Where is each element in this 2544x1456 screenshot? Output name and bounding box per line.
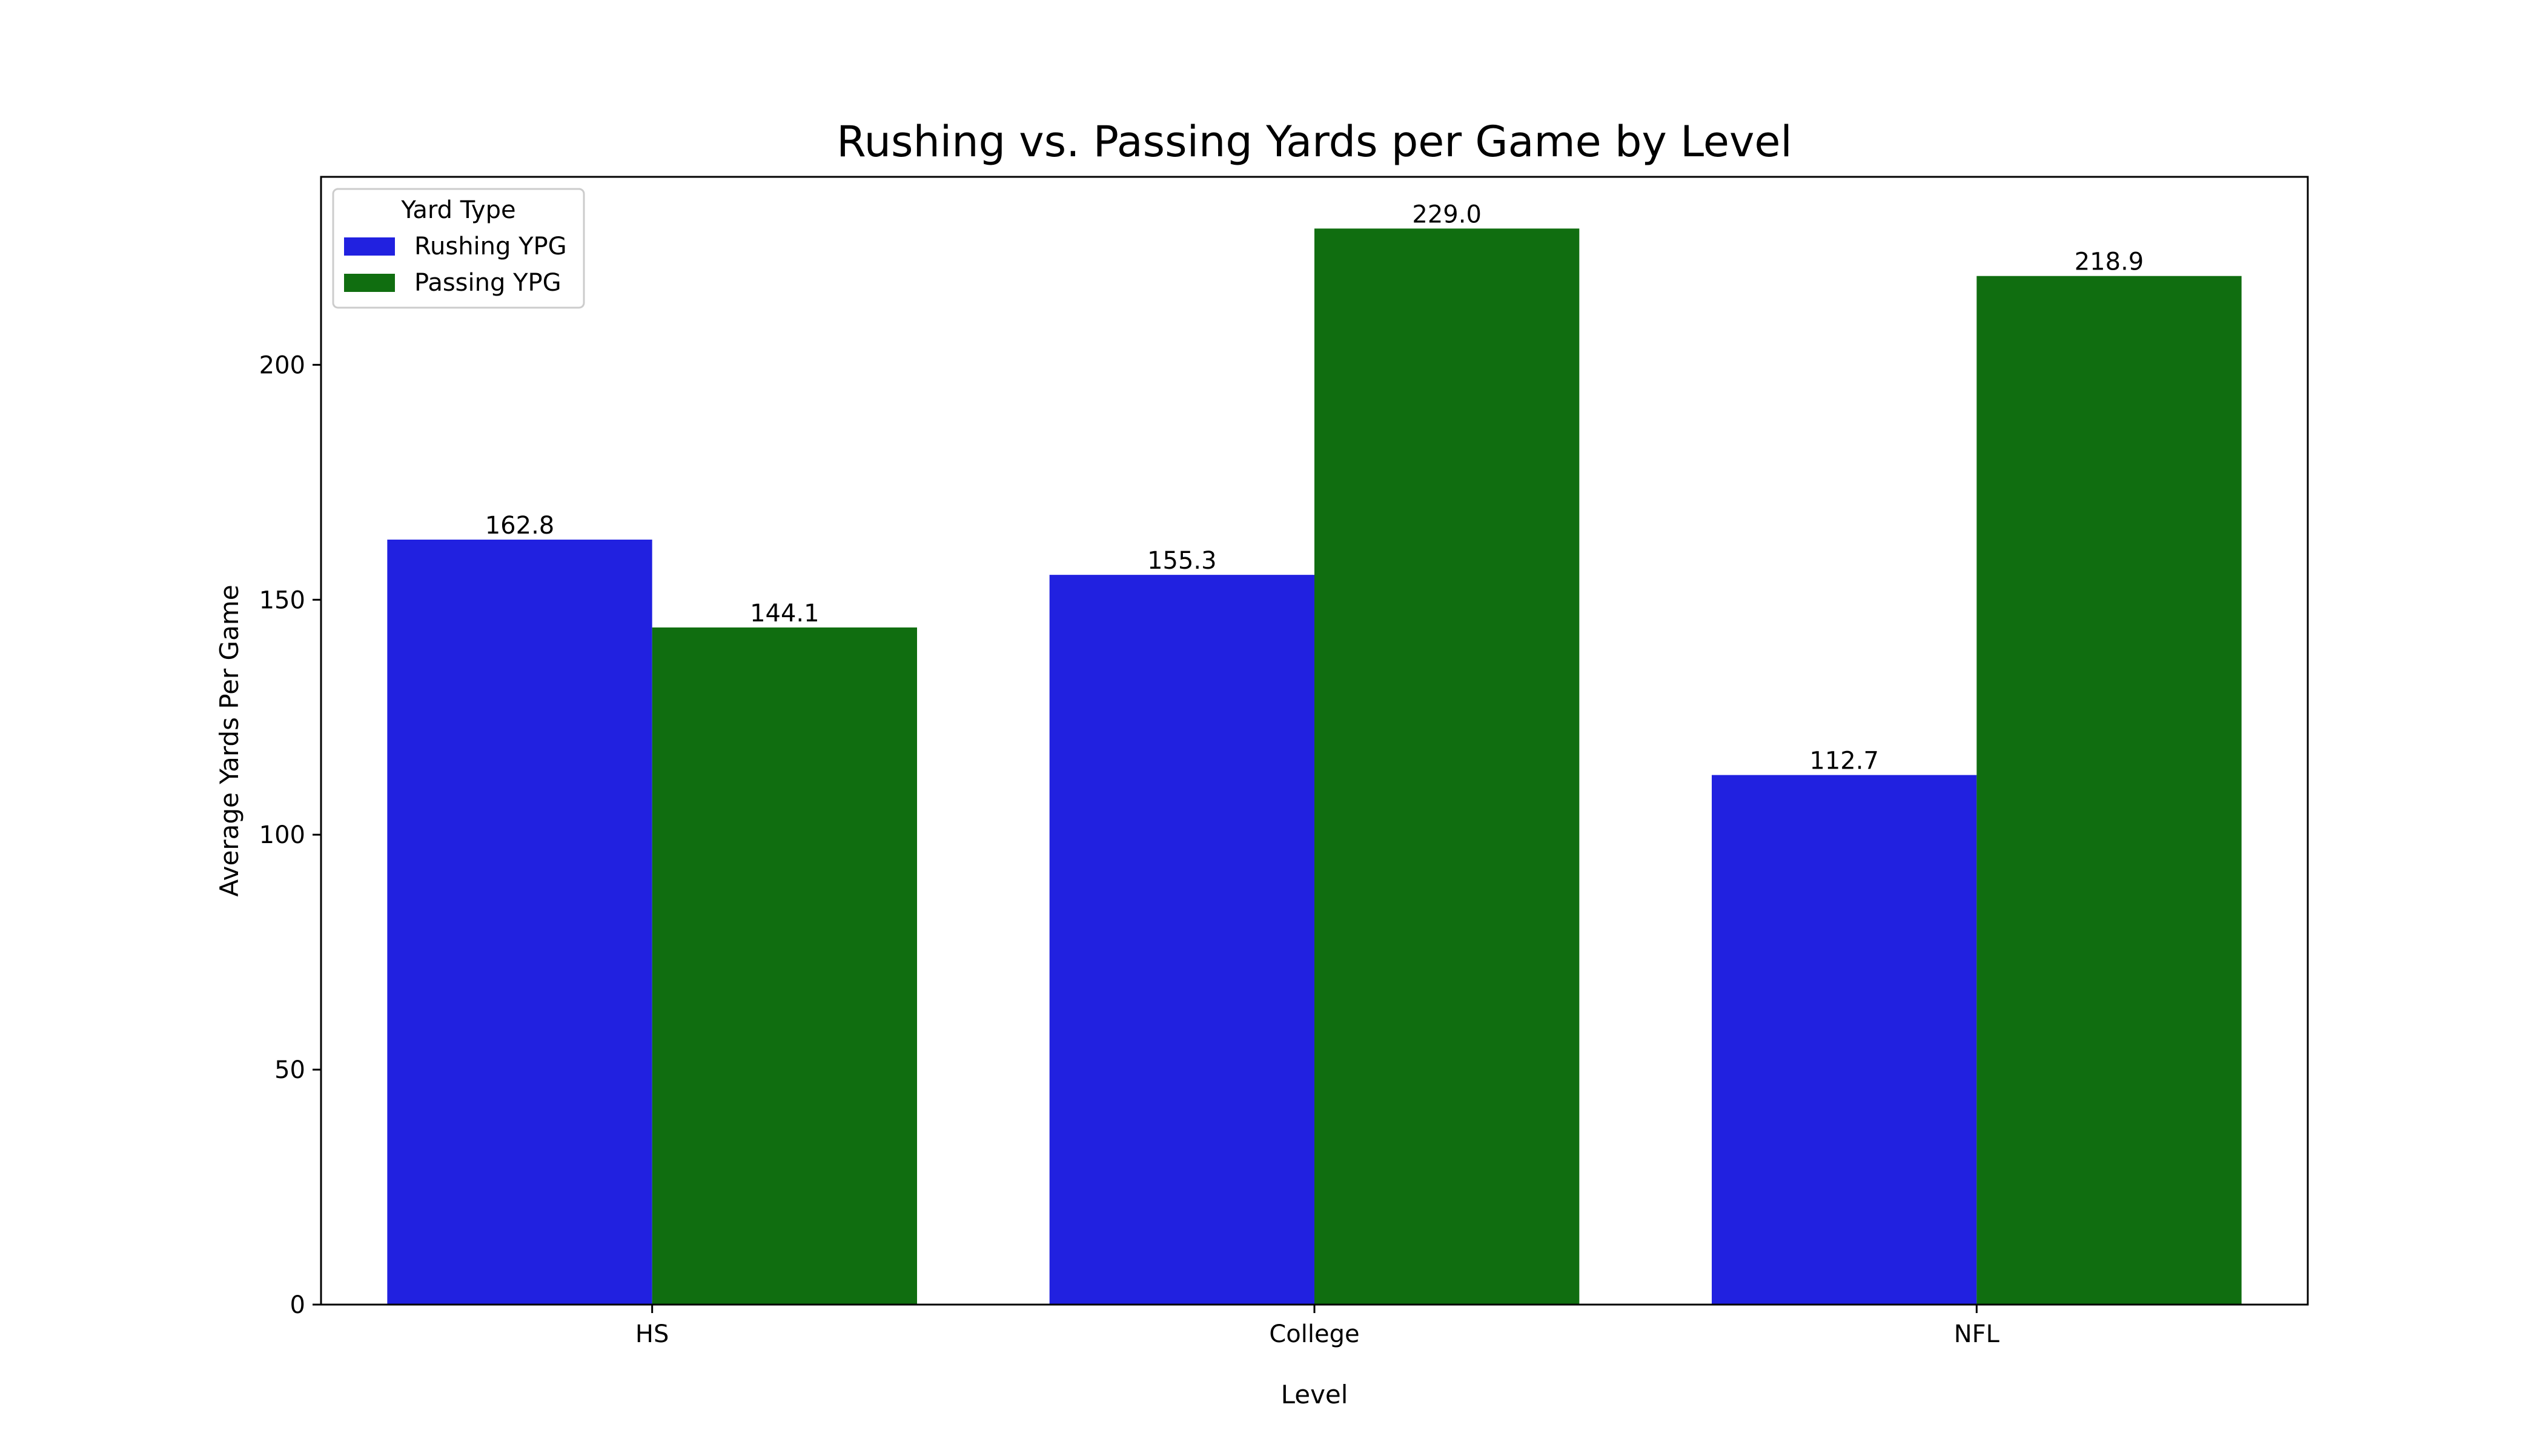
x-tick-label: HS — [635, 1320, 669, 1348]
bar-value-label: 144.1 — [750, 600, 820, 627]
legend-label-passing: Passing YPG — [414, 269, 561, 297]
bar-college-rushing — [1049, 575, 1314, 1305]
x-axis-label: Level — [1281, 1380, 1348, 1409]
y-tick-label: 50 — [274, 1056, 305, 1084]
y-tick-label: 100 — [259, 821, 305, 849]
y-tick-label: 200 — [259, 351, 305, 379]
bar-college-passing — [1314, 228, 1580, 1305]
y-tick-label: 150 — [259, 586, 305, 614]
y-axis-label: Average Yards Per Game — [214, 584, 244, 896]
y-tick-label: 0 — [290, 1291, 305, 1319]
legend: Yard Type Rushing YPG Passing YPG — [332, 188, 585, 309]
y-axis: 0 50 100 150 200 — [259, 351, 321, 1319]
bar-nfl-passing — [1976, 276, 2242, 1305]
bar-hs-rushing — [387, 539, 652, 1305]
bar-value-label: 218.9 — [2075, 248, 2144, 276]
plot-area-frame — [320, 176, 2309, 1306]
bar-labels-layer: 162.8 144.1 155.3 229.0 112.7 218.9 — [485, 200, 2144, 775]
legend-frame — [332, 188, 585, 309]
bar-value-label: 229.0 — [1412, 200, 1482, 228]
legend-swatch-rushing — [344, 237, 395, 256]
chart-title: Rushing vs. Passing Yards per Game by Le… — [836, 117, 1792, 167]
x-axis: HS College NFL — [635, 1305, 2000, 1348]
x-tick-label: College — [1269, 1320, 1359, 1348]
legend-label-rushing: Rushing YPG — [414, 233, 567, 260]
bar-value-label: 155.3 — [1147, 547, 1217, 575]
bar-value-label: 112.7 — [1809, 747, 1879, 775]
x-tick-label: NFL — [1954, 1320, 2000, 1348]
legend-swatch-passing — [344, 274, 395, 292]
bar-nfl-rushing — [1712, 775, 1977, 1305]
legend-title: Yard Type — [400, 196, 515, 224]
bar-hs-passing — [652, 627, 917, 1305]
bar-value-label: 162.8 — [485, 512, 555, 540]
bars-layer — [387, 228, 2242, 1305]
